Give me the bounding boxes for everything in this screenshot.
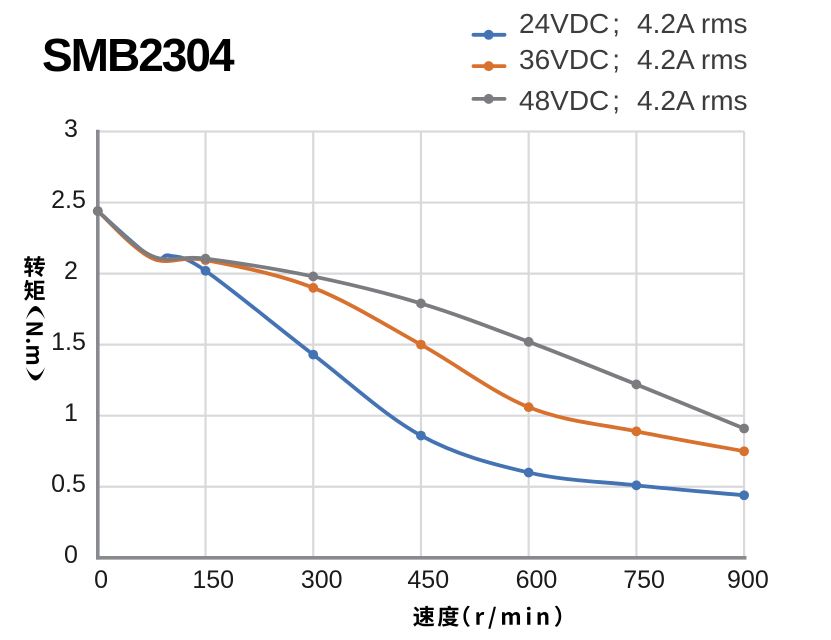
x-tick-label-300: 300 xyxy=(300,566,343,594)
series-marker-1-x450 xyxy=(416,339,426,350)
series-marker-2-x0 xyxy=(92,206,103,216)
legend-current: 4.2A rms xyxy=(637,44,748,75)
legend-fullwidth-semicolon: ; xyxy=(612,44,621,75)
x-axis-label-glyphs xyxy=(413,605,562,629)
legend-dot-sample xyxy=(483,61,494,72)
legend-marker-36vdc xyxy=(471,61,507,72)
series-marker-0-x900 xyxy=(739,490,749,501)
series-marker-2-x450 xyxy=(416,298,426,309)
x-tick-label-0: 0 xyxy=(94,566,109,594)
legend-label: 36VDC; 4.2A rms xyxy=(519,46,748,74)
series-marker-0-x150 xyxy=(200,265,211,276)
legend-marker-24vdc xyxy=(471,29,507,40)
legend-marker-48vdc xyxy=(471,93,507,104)
y-tick-label-1: 1 xyxy=(64,399,78,428)
series-marker-2-x900 xyxy=(739,423,749,434)
series-marker-2-x750 xyxy=(631,379,642,390)
y-tick-label-2.5: 2.5 xyxy=(51,185,86,214)
x-tick-label-900: 900 xyxy=(727,566,769,594)
series-marker-2-x150 xyxy=(200,253,211,264)
legend-voltage: 36VDC xyxy=(519,44,610,75)
legend-label: 48VDC; 4.2A rms xyxy=(519,87,748,115)
series-marker-1-x600 xyxy=(523,402,534,413)
chart-title: SMB2304 xyxy=(42,28,235,81)
y-tick-label-1.5: 1.5 xyxy=(51,328,86,357)
y-axis-label-outlines xyxy=(24,256,46,381)
x-tick-label-600: 600 xyxy=(515,566,558,594)
series-marker-2-x300 xyxy=(308,271,319,282)
legend-voltage: 48VDC xyxy=(519,85,610,116)
y-tick-label-2: 2 xyxy=(64,257,78,285)
legend-voltage: 24VDC xyxy=(519,8,610,40)
series-marker-1-x750 xyxy=(631,426,642,437)
legend-current: 4.2A rms xyxy=(637,8,748,40)
x-tick-label-150: 150 xyxy=(192,566,235,594)
series-marker-1-x300 xyxy=(308,282,319,293)
x-tick-label-450: 450 xyxy=(407,566,450,594)
series-marker-1-x900 xyxy=(739,446,749,457)
series-marker-0-x300 xyxy=(308,349,319,360)
legend-fullwidth-semicolon: ; xyxy=(612,85,621,116)
legend-label: 24VDC; 4.2A rms xyxy=(519,10,748,38)
x-axis-label-outlines xyxy=(413,605,562,629)
legend-current: 4.2A rms xyxy=(637,85,748,116)
series-marker-2-x600 xyxy=(523,336,534,347)
series-marker-0-x450 xyxy=(416,430,426,441)
legend-fullwidth-semicolon: ; xyxy=(612,8,621,40)
x-tick-label-750: 750 xyxy=(623,566,665,594)
legend-dot-sample xyxy=(483,29,494,40)
y-tick-label-0.5: 0.5 xyxy=(51,470,86,499)
series-marker-0-x600 xyxy=(523,467,534,478)
y-axis-label-glyphs xyxy=(24,256,46,381)
y-tick-label-0: 0 xyxy=(64,541,78,570)
legend-dot-sample xyxy=(483,93,494,104)
y-tick-label-3: 3 xyxy=(64,114,78,143)
series-marker-0-x750 xyxy=(631,480,642,491)
